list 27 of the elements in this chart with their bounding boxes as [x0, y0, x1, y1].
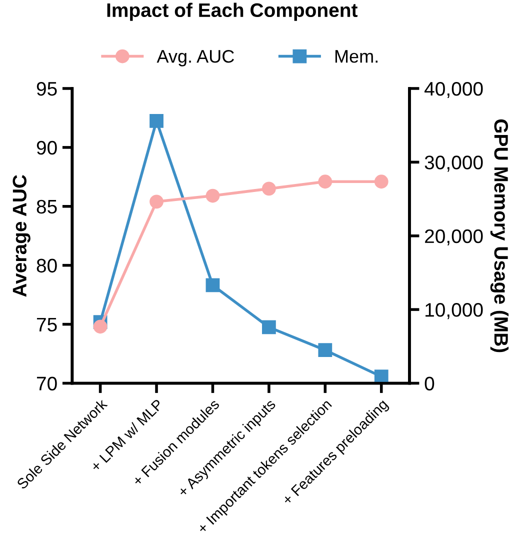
point — [150, 114, 164, 128]
point — [374, 174, 388, 189]
point — [93, 320, 108, 334]
point — [318, 343, 332, 358]
y-tick-label: 90 — [36, 140, 57, 155]
point — [318, 174, 332, 189]
point — [262, 182, 276, 196]
point — [206, 188, 220, 203]
y-tick-label: 95 — [36, 82, 57, 96]
point — [206, 278, 220, 292]
point — [150, 194, 164, 209]
y-tick-label: 70 — [36, 376, 57, 390]
y2-axis-title: GPU Memory Usage (MB) — [490, 119, 509, 352]
legend-label: Avg. AUC — [156, 50, 234, 66]
point — [262, 320, 276, 334]
y-tick-label: 80 — [36, 258, 57, 273]
point — [374, 370, 388, 384]
y2-tick-label: 20,000 — [425, 229, 483, 246]
y2-tick-label: 30,000 — [424, 156, 483, 172]
y2-tick-label: 10,000 — [426, 303, 483, 320]
y-axis-title: Average AUC — [12, 174, 30, 297]
y-tick-label: 85 — [36, 200, 57, 214]
legend-label: Mem. — [335, 50, 378, 63]
y2-tick-label: 40,000 — [424, 82, 483, 98]
y2-tick-label: 0 — [424, 376, 434, 390]
y-tick-label: 75 — [36, 318, 57, 332]
chart-title: Impact of Each Component — [107, 2, 358, 21]
